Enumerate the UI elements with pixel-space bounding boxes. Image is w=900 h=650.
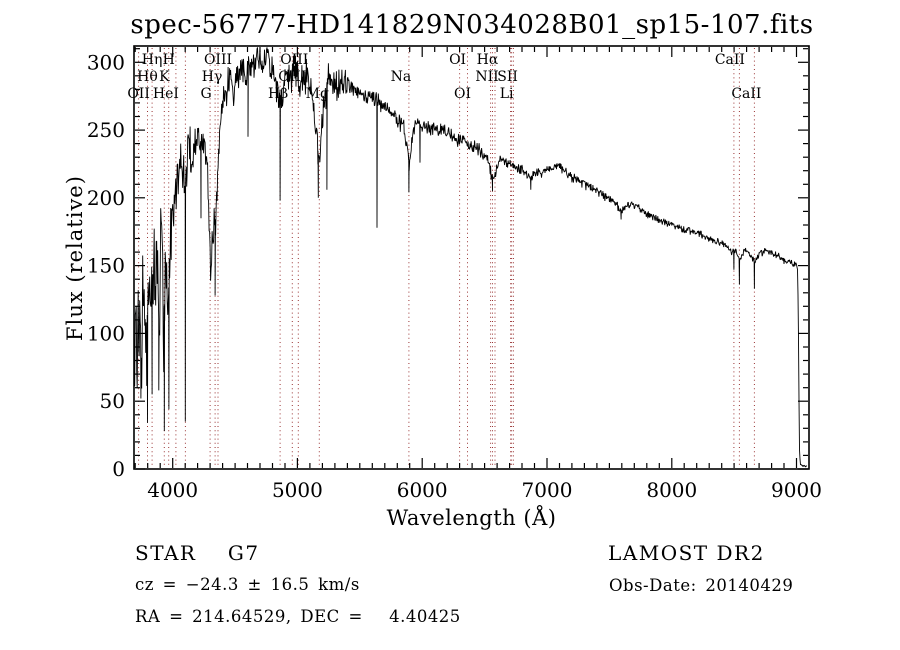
x-axis-tick-labels: 4000 5000 6000 7000 8000 9000 bbox=[147, 478, 822, 502]
chart-title: spec-56777-HD141829N034028B01_sp15-107.f… bbox=[130, 10, 814, 40]
y-axis-tick-labels: 0 50 100 150 200 250 300 bbox=[87, 50, 125, 481]
spectral-line-label: Hα bbox=[477, 52, 499, 68]
x-tick-label: 6000 bbox=[397, 478, 448, 502]
footer-cz: cz = −24.3 ± 16.5 km/s bbox=[135, 575, 360, 594]
spectral-line-label: OII bbox=[127, 86, 150, 102]
plot-frame-group bbox=[133, 45, 810, 470]
y-tick-label: 0 bbox=[112, 457, 125, 481]
spectral-line-label: Hγ bbox=[202, 69, 223, 85]
spectral-line-label: OIII bbox=[278, 69, 306, 85]
spectral-line-label: Hθ bbox=[137, 69, 158, 85]
footer-radec: RA = 214.64529, DEC = 4.40425 bbox=[135, 607, 461, 626]
spectral-line-label: OI bbox=[454, 86, 471, 102]
x-axis-ticks bbox=[134, 47, 798, 468]
x-tick-label: 7000 bbox=[522, 478, 573, 502]
spectral-line-label: OI bbox=[449, 52, 466, 68]
spectral-line-markers bbox=[138, 48, 755, 468]
spectral-line-label: NII bbox=[475, 69, 498, 85]
y-tick-label: 200 bbox=[87, 186, 125, 210]
x-axis-label: Wavelength (Å) bbox=[386, 506, 557, 530]
y-tick-label: 100 bbox=[87, 321, 125, 345]
spectral-line-label: Mg bbox=[306, 86, 329, 102]
spectral-line-label: G bbox=[201, 86, 212, 102]
spectral-line-label: Na bbox=[391, 69, 412, 85]
y-axis-label: Flux (relative) bbox=[63, 175, 87, 341]
spectrum-trace-group bbox=[133, 47, 808, 468]
spectral-line-label: Hβ bbox=[268, 86, 288, 102]
y-axis-ticks bbox=[135, 48, 808, 470]
spectral-line-label: OIII bbox=[204, 52, 232, 68]
spectral-line-label: SII bbox=[497, 69, 518, 85]
footer-survey: LAMOST DR2 bbox=[608, 541, 765, 565]
footer-object-type: STAR G7 bbox=[135, 541, 260, 565]
spectral-line-label: H bbox=[163, 52, 175, 68]
y-tick-label: 300 bbox=[87, 50, 125, 74]
y-tick-label: 50 bbox=[100, 389, 125, 413]
y-tick-label: 150 bbox=[87, 254, 125, 278]
plot-frame bbox=[133, 45, 810, 470]
spectral-line-label: HeI bbox=[153, 86, 179, 102]
spectral-line-label: Li bbox=[500, 86, 514, 102]
spectral-line-label: K bbox=[159, 69, 170, 85]
spectral-line-label: Hη bbox=[142, 52, 163, 68]
y-tick-label: 250 bbox=[87, 118, 125, 142]
x-tick-label: 9000 bbox=[771, 478, 822, 502]
spectral-line-label: CaII bbox=[731, 86, 761, 102]
spectral-line-label: CaII bbox=[715, 52, 745, 68]
x-tick-label: 8000 bbox=[646, 478, 697, 502]
spectrum-trace bbox=[133, 47, 808, 468]
footer-obsdate: Obs-Date: 20140429 bbox=[609, 576, 794, 595]
x-tick-label: 4000 bbox=[147, 478, 198, 502]
spectral-line-label: OIII bbox=[280, 52, 308, 68]
x-tick-label: 5000 bbox=[272, 478, 323, 502]
